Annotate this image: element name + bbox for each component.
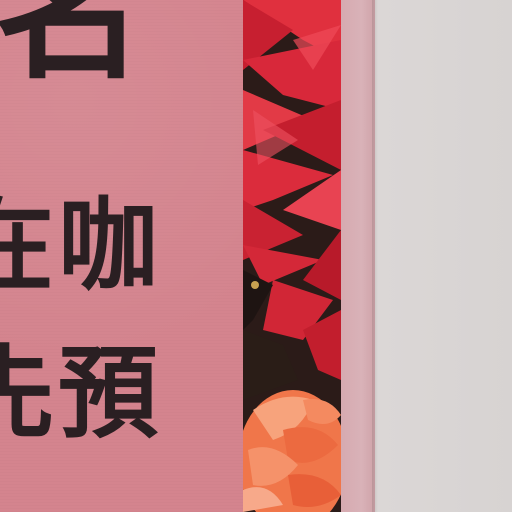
poster-border-strip xyxy=(341,0,375,512)
poster-heading-glyph: 名 xyxy=(0,0,145,100)
poster-edge-shadow xyxy=(372,0,378,512)
poster-text-line-2: 先預 xyxy=(0,335,162,452)
orange-flower xyxy=(243,390,341,512)
flower-photo-strip xyxy=(243,0,341,512)
poster-text-line-1: 在咖 xyxy=(0,187,162,304)
red-flower xyxy=(243,0,341,380)
flower-illustration xyxy=(243,0,341,512)
pink-poster: 名 在咖 先預 xyxy=(0,0,245,512)
